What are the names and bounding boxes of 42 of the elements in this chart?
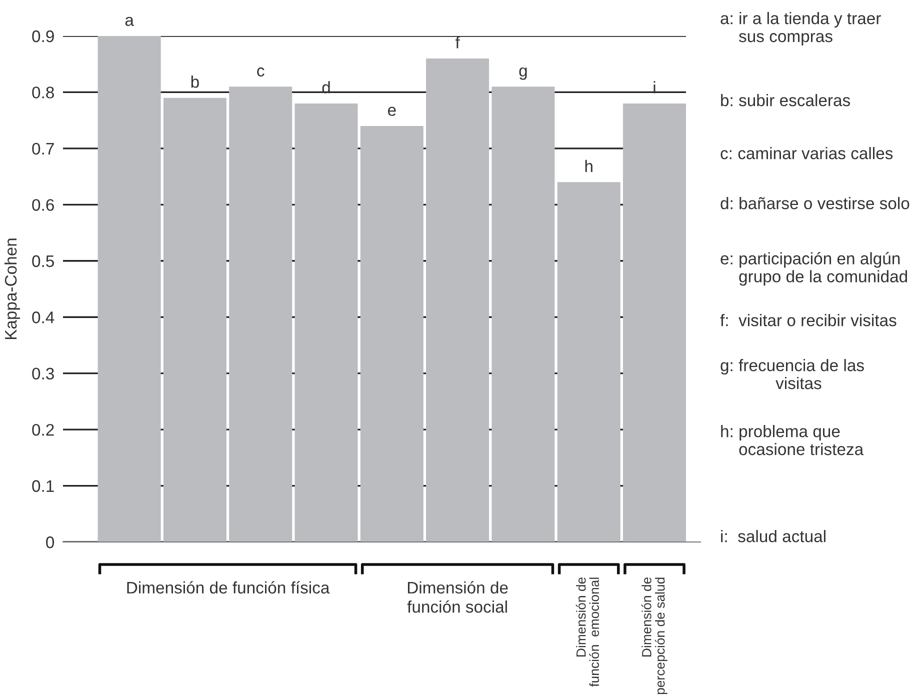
y-tick-label: 0.5 [32, 255, 54, 268]
bar [294, 103, 358, 542]
y-tick-label: 0.2 [32, 424, 54, 436]
x-tick-label: e [388, 106, 396, 116]
bar [557, 182, 620, 542]
x-tick-label: c [257, 67, 264, 77]
text: a: ir a la tienda y traer sus compras [720, 12, 881, 46]
y-tick-label: 0.8 [32, 86, 54, 98]
y-tick-label: 0.3 [32, 368, 54, 380]
bar [492, 86, 555, 542]
text: Dimensión de función emocional [576, 577, 600, 687]
x-tick-label: a [125, 16, 134, 26]
x-tick-label: f [455, 36, 460, 48]
y-axis-title: Kappa-Cohen [4, 238, 20, 340]
x-tick-label: g [519, 67, 527, 80]
bar [426, 58, 490, 542]
text: g: frecuencia de las visitas [720, 359, 864, 390]
text: i: salud actual [721, 530, 826, 542]
x-tick-label: i [654, 81, 656, 94]
y-tick-label: 0.4 [32, 312, 54, 324]
y-tick-label: 0.9 [32, 30, 54, 42]
bar [98, 36, 161, 542]
y-tick-label: 0.1 [32, 480, 54, 492]
text: c: caminar varias calles [720, 147, 893, 160]
x-tick-label: d [322, 81, 330, 94]
text: b: subir escaleras [721, 94, 850, 106]
text: h: problema que ocasione tristeza [721, 425, 864, 456]
bar [229, 86, 292, 542]
x-tick-label: h [585, 160, 592, 172]
text: f: visitar o recibir visitas [720, 314, 896, 326]
bar [163, 98, 226, 542]
y-tick-label: 0.6 [32, 199, 54, 211]
y-tick-label: 0 [46, 536, 54, 548]
bar [360, 126, 424, 542]
text: e: participación en algún grupo de la comunidad [720, 252, 908, 286]
x-tick-label: b [191, 76, 199, 88]
text: Dimensión de función física [127, 581, 330, 594]
text: d: bañarse o vestirse solo [720, 197, 910, 210]
text: Dimensión de percepción de salud [641, 577, 668, 694]
bar [622, 103, 686, 542]
text: Dimensión de función social [407, 581, 508, 613]
y-tick-label: 0.7 [32, 142, 54, 155]
